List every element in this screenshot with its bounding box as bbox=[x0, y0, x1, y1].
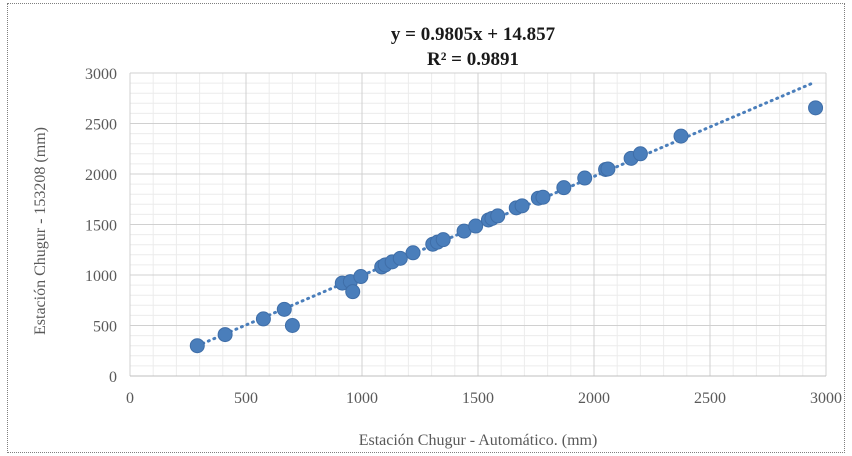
data-points bbox=[189, 100, 824, 354]
data-point bbox=[468, 218, 484, 234]
data-point bbox=[435, 232, 451, 248]
data-point bbox=[673, 128, 689, 144]
y-tick-label: 500 bbox=[93, 319, 117, 336]
data-point bbox=[556, 180, 572, 196]
data-point bbox=[405, 245, 421, 261]
data-point bbox=[632, 146, 648, 162]
y-tick-label: 3000 bbox=[85, 66, 117, 83]
y-axis-label: Estación Chugur - 153208 (mm) bbox=[32, 127, 49, 335]
trendline-layer bbox=[195, 81, 814, 348]
x-tick-label: 500 bbox=[234, 390, 258, 407]
x-tick-labels: 0 500 1000 1500 2000 2500 3000 bbox=[126, 390, 842, 407]
data-point bbox=[345, 284, 361, 300]
data-point bbox=[217, 327, 233, 343]
x-tick-label: 2500 bbox=[694, 390, 726, 407]
x-axis-label: Estación Chugur - Automático. (mm) bbox=[359, 432, 598, 449]
x-tick-label: 3000 bbox=[810, 390, 842, 407]
x-tick-label: 2000 bbox=[578, 390, 610, 407]
data-point bbox=[490, 208, 506, 224]
data-point bbox=[255, 311, 271, 327]
y-tick-label: 2000 bbox=[85, 167, 117, 184]
x-tick-label: 1000 bbox=[346, 390, 378, 407]
data-point bbox=[189, 338, 205, 354]
y-tick-labels: 0 500 1000 1500 2000 2500 3000 bbox=[85, 66, 117, 386]
y-tick-label: 0 bbox=[109, 369, 117, 386]
trendline bbox=[195, 81, 814, 348]
r-squared-label: R² = 0.9891 bbox=[427, 49, 519, 70]
data-point bbox=[577, 170, 593, 186]
trendline-equation: y = 0.9805x + 14.857 bbox=[391, 24, 556, 45]
data-point bbox=[276, 301, 292, 317]
x-tick-label: 0 bbox=[126, 390, 134, 407]
data-point bbox=[392, 250, 408, 266]
y-tick-label: 1500 bbox=[85, 218, 117, 235]
data-point bbox=[535, 189, 551, 205]
y-tick-label: 1000 bbox=[85, 268, 117, 285]
data-point bbox=[284, 318, 300, 333]
x-tick-label: 1500 bbox=[462, 390, 494, 407]
chart-frame bbox=[7, 3, 845, 453]
data-point bbox=[600, 161, 616, 177]
data-point bbox=[353, 269, 369, 285]
data-point bbox=[514, 198, 530, 214]
data-point bbox=[808, 100, 824, 116]
y-tick-label: 2500 bbox=[85, 117, 117, 134]
